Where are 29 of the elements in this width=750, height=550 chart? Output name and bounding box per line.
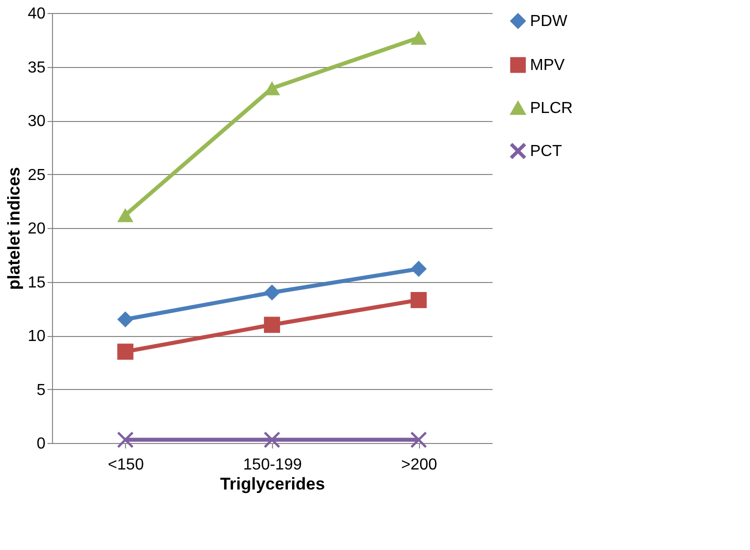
x-tick-label: 150-199 <box>243 456 302 474</box>
point <box>117 311 134 328</box>
y-tick-label: 0 <box>36 436 46 452</box>
y-axis-title: platelet indices <box>4 167 24 290</box>
x-axis-title: Triglycerides <box>220 474 325 494</box>
point <box>410 30 427 45</box>
point <box>117 432 134 448</box>
x-tick-label: >200 <box>401 456 438 474</box>
point <box>264 432 280 448</box>
y-tick-label: 35 <box>28 59 46 76</box>
y-tick-label: 10 <box>28 328 46 345</box>
point <box>117 344 134 360</box>
point <box>410 260 427 277</box>
point <box>264 284 280 301</box>
y-tick-label: 25 <box>28 166 46 184</box>
legend-label: MPV <box>530 57 565 74</box>
y-tick-label: 5 <box>36 382 46 399</box>
legend-label: PDW <box>530 13 568 30</box>
y-tick-label: 20 <box>28 220 46 238</box>
legend-label: PLCR <box>530 100 573 117</box>
y-tick-label: 30 <box>28 113 46 130</box>
point <box>264 316 280 333</box>
point <box>117 208 134 222</box>
point <box>410 292 427 308</box>
point <box>410 432 427 448</box>
y-tick-label: 40 <box>28 6 46 22</box>
x-tick-label: <150 <box>108 456 144 474</box>
y-tick-label: 15 <box>28 274 46 292</box>
legend-label: PCT <box>530 143 562 160</box>
